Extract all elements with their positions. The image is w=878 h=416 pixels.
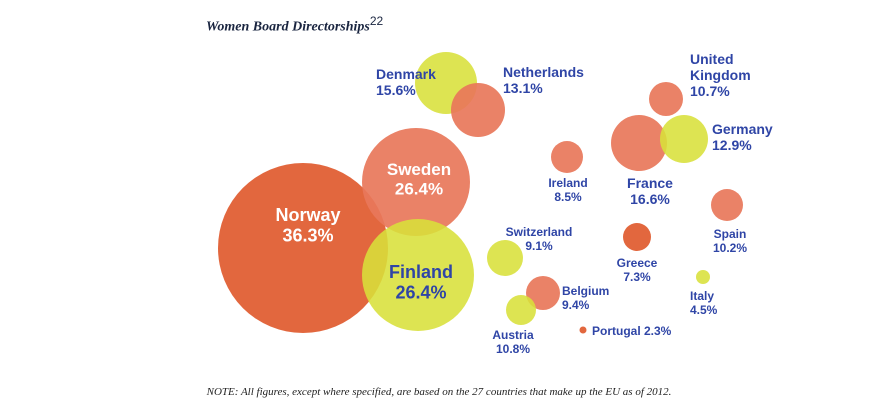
bubble-italy bbox=[696, 270, 710, 284]
label-austria: Austria 10.8% bbox=[492, 328, 534, 356]
value-label: 15.6% bbox=[376, 82, 416, 98]
label-netherlands: Netherlands 13.1% bbox=[503, 64, 584, 96]
bubble-finland bbox=[362, 219, 474, 331]
bubble-greece bbox=[623, 223, 651, 251]
country-name: Italy bbox=[690, 289, 714, 303]
bubble-spain bbox=[711, 189, 743, 221]
chart-note: NOTE: All figures, except where specifie… bbox=[206, 386, 672, 398]
value-label: 26.4% bbox=[395, 180, 443, 199]
country-name: Ireland bbox=[548, 176, 587, 190]
bubble-norway bbox=[218, 163, 388, 333]
bubble-united-kingdom bbox=[649, 82, 683, 116]
country-name: Denmark bbox=[376, 66, 436, 82]
country-name: Netherlands bbox=[503, 64, 584, 80]
label-france: France 16.6% bbox=[627, 175, 673, 207]
label-finland: Finland 26.4% bbox=[389, 262, 453, 303]
bubble-netherlands bbox=[451, 83, 505, 137]
value-label: 36.3% bbox=[282, 226, 333, 246]
label-portugal: Portugal 2.3% bbox=[592, 324, 672, 338]
country-name: Switzerland bbox=[506, 225, 573, 239]
value-label: 13.1% bbox=[503, 80, 543, 96]
label-norway: Norway 36.3% bbox=[275, 205, 340, 246]
bubble-belgium bbox=[526, 276, 560, 310]
bubble-sweden bbox=[362, 128, 470, 236]
country-name: Finland bbox=[389, 262, 453, 282]
label-spain: Spain 10.2% bbox=[713, 227, 747, 255]
country-name: France bbox=[627, 175, 673, 191]
country-name: Germany bbox=[712, 121, 773, 137]
value-label: 10.2% bbox=[713, 241, 747, 255]
chart-title: Women Board Directorships22 bbox=[206, 14, 383, 36]
country-name: United bbox=[690, 51, 734, 67]
country-name: Austria bbox=[492, 328, 534, 342]
label-united-kingdom: United Kingdom 10.7% bbox=[690, 51, 751, 99]
label-italy: Italy 4.5% bbox=[690, 289, 718, 317]
country-name: Norway bbox=[275, 205, 340, 225]
country-name: Spain bbox=[714, 227, 747, 241]
value-label: 8.5% bbox=[554, 190, 582, 204]
value-label: 9.1% bbox=[525, 239, 553, 253]
chart-title-text: Women Board Directorships bbox=[206, 19, 370, 35]
value-label: 7.3% bbox=[623, 270, 651, 284]
label-sweden: Sweden 26.4% bbox=[387, 160, 451, 199]
label-greece: Greece 7.3% bbox=[617, 256, 658, 284]
value-label: 10.8% bbox=[496, 342, 530, 356]
value-label: 16.6% bbox=[630, 191, 670, 207]
bubble-portugal bbox=[579, 326, 587, 334]
bubble-france bbox=[611, 115, 667, 171]
label-germany: Germany 12.9% bbox=[712, 121, 773, 153]
country-name: Kingdom bbox=[690, 67, 751, 83]
bubble-switzerland bbox=[487, 240, 523, 276]
footnote-marker: 22 bbox=[369, 14, 384, 28]
country-name: Sweden bbox=[387, 160, 451, 179]
value-label: 26.4% bbox=[395, 283, 446, 303]
country-name: Greece bbox=[617, 256, 658, 270]
value-label: Portugal 2.3% bbox=[592, 324, 672, 338]
label-ireland: Ireland 8.5% bbox=[548, 176, 587, 204]
country-name: Belgium bbox=[562, 284, 609, 298]
value-label: 4.5% bbox=[690, 303, 718, 317]
label-belgium: Belgium 9.4% bbox=[562, 284, 609, 312]
bubble-ireland bbox=[551, 141, 583, 173]
value-label: 10.7% bbox=[690, 83, 730, 99]
label-denmark: Denmark 15.6% bbox=[376, 66, 436, 98]
bubble-germany bbox=[660, 115, 708, 163]
value-label: 12.9% bbox=[712, 137, 752, 153]
value-label: 9.4% bbox=[562, 298, 590, 312]
label-switzerland: Switzerland 9.1% bbox=[506, 225, 573, 253]
bubble-austria bbox=[506, 295, 536, 325]
